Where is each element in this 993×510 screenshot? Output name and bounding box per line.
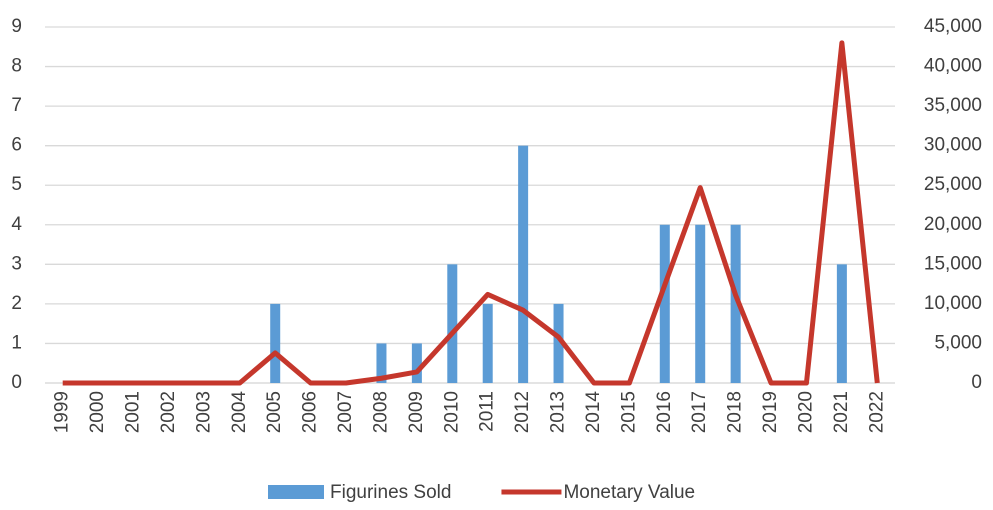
bar	[553, 303, 564, 383]
x-tick-label: 2021	[831, 391, 852, 433]
x-tick-label: 2014	[583, 391, 604, 434]
bar	[376, 343, 387, 383]
x-tick-label: 2002	[158, 391, 179, 433]
y-tick-label: 2	[11, 293, 22, 314]
x-tick-label: 2019	[760, 391, 781, 433]
x-tick-label: 2012	[512, 391, 533, 433]
y-tick-label: 9	[11, 16, 22, 37]
x-tick-label: 2005	[264, 391, 285, 433]
bar	[518, 145, 529, 383]
bar	[411, 343, 422, 383]
legend-swatch	[268, 485, 324, 499]
x-tick-label: 2008	[370, 391, 391, 433]
x-tick-label: 2015	[618, 391, 639, 433]
y-tick-label: 8	[11, 56, 22, 77]
x-tick-label: 2010	[441, 391, 462, 433]
x-tick-label: 2020	[795, 391, 816, 433]
x-tick-label: 2006	[300, 391, 321, 433]
line	[62, 40, 880, 386]
y2-tick-label: 20,000	[924, 214, 982, 235]
y-tick-label: 4	[11, 214, 22, 235]
y2-tick-label: 15,000	[924, 253, 982, 274]
bar	[695, 224, 706, 383]
x-tick-label: 2001	[123, 391, 144, 433]
x-tick-label: 2003	[193, 391, 214, 433]
x-tick-label: 2011	[477, 391, 498, 432]
y2-tick-label: 40,000	[924, 56, 982, 77]
bar	[270, 303, 281, 383]
x-tick-label: 1999	[52, 391, 73, 433]
bar	[836, 264, 847, 383]
y2-tick-label: 45,000	[924, 16, 982, 37]
bar	[730, 224, 741, 383]
x-tick-label: 2000	[87, 391, 108, 433]
y2-tick-label: 0	[971, 372, 982, 393]
x-tick-label: 2018	[725, 391, 746, 433]
y2-tick-label: 10,000	[924, 293, 982, 314]
x-tick-label: 2022	[866, 391, 887, 433]
x-tick-label: 2013	[548, 391, 569, 433]
x-tick-label: 2016	[654, 391, 675, 433]
y2-tick-label: 5,000	[934, 332, 982, 353]
y2-tick-label: 35,000	[924, 95, 982, 116]
y2-tick-label: 30,000	[924, 135, 982, 156]
y-tick-label: 6	[11, 135, 22, 156]
y-tick-label: 0	[11, 372, 22, 393]
y-tick-label: 3	[11, 253, 22, 274]
x-tick-label: 2009	[406, 391, 427, 433]
y-tick-label: 7	[11, 95, 22, 116]
x-tick-label: 2017	[689, 391, 710, 433]
x-tick-label: 2007	[335, 391, 356, 433]
bar	[447, 264, 458, 383]
bar	[659, 224, 670, 383]
y-tick-label: 1	[11, 332, 22, 353]
legend-label: Monetary Value	[563, 482, 695, 503]
x-tick-label: 2004	[229, 391, 250, 434]
y2-tick-label: 25,000	[924, 174, 982, 195]
y-tick-label: 5	[11, 174, 22, 195]
bar	[482, 303, 493, 383]
legend-label: Figurines Sold	[330, 482, 451, 503]
